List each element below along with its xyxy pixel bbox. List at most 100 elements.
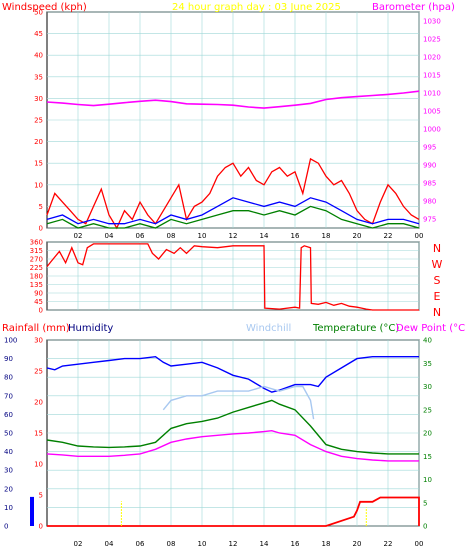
humidity-tick: 10 [4, 504, 13, 512]
temperature-time-tick: 08 [167, 540, 176, 548]
windspeed-tick: 10 [34, 181, 43, 189]
wind-time-tick: 02 [74, 232, 83, 240]
temperature-time-tick: 12 [229, 540, 238, 548]
direction-degree-tick: 360 [30, 239, 43, 247]
windchill-axis-label: Windchill [246, 323, 291, 334]
windspeed-tick: 15 [34, 160, 43, 168]
wind-time-tick: 16 [291, 232, 300, 240]
temperature-tick: 5 [423, 499, 427, 507]
temperature-tick: 0 [423, 523, 427, 531]
barometer-tick: 1000 [423, 126, 441, 134]
rainfall-tick: 20 [34, 399, 43, 407]
temperature-time-tick: 10 [198, 540, 207, 548]
rainfall-axis-label: Rainfall (mm) [2, 323, 70, 334]
humidity-tick: 80 [4, 374, 13, 382]
windspeed-axis-label: Windspeed (kph) [2, 2, 87, 13]
wind-time-tick: 00 [415, 232, 424, 240]
windspeed-tick: 40 [34, 52, 43, 60]
barometer-tick: 1030 [423, 18, 441, 26]
wind-time-tick: 10 [198, 232, 207, 240]
rain-line [47, 496, 420, 527]
compass-letter: E [434, 290, 441, 303]
temperature-time-tick: 16 [291, 540, 300, 548]
gust-line [46, 157, 420, 230]
temperature-time-tick: 22 [384, 540, 393, 548]
wind-series [46, 90, 420, 230]
humidity-tick: 20 [4, 485, 13, 493]
rainfall-tick-labels: 30 25 20 15 10 5 0 [34, 337, 43, 531]
temperature-time-tick: 14 [260, 540, 269, 548]
windspeed-tick: 50 [34, 9, 43, 17]
barometer-tick: 990 [423, 162, 436, 170]
direction-degree-tick: 90 [34, 290, 43, 298]
direction-grid [47, 241, 420, 311]
compass-letter: S [434, 274, 441, 287]
barometer-tick: 1025 [423, 36, 441, 44]
dewpoint-line [46, 429, 419, 462]
humidity-tick: 40 [4, 448, 13, 456]
temperature-time-tick-labels: 02 04 06 08 10 12 14 16 18 20 22 00 [74, 540, 424, 548]
direction-degree-tick: 135 [30, 281, 43, 289]
humidity-tick: 60 [4, 411, 13, 419]
wind-time-tick: 22 [384, 232, 393, 240]
humidity-tick: 100 [4, 337, 17, 345]
temperature-tick: 30 [423, 383, 432, 391]
wind-time-tick: 12 [229, 232, 238, 240]
windspeed-tick: 0 [39, 225, 43, 233]
temperature-panel: Rainfall (mm) Humidity Windchill Tempera… [2, 323, 466, 548]
direction-degree-tick: 0 [39, 307, 43, 315]
wind-time-tick: 18 [322, 232, 331, 240]
direction-degree-tick: 45 [34, 298, 43, 306]
barometer-line [46, 90, 420, 109]
wind-grid [47, 11, 420, 229]
temperature-time-tick: 18 [322, 540, 331, 548]
compass-letter: N [433, 242, 441, 255]
windspeed-tick: 20 [34, 138, 43, 146]
barometer-tick: 1015 [423, 72, 441, 80]
temperature-time-tick: 00 [415, 540, 424, 548]
temperature-tick: 35 [423, 360, 432, 368]
temperature-tick: 15 [423, 453, 432, 461]
wind-time-tick: 20 [353, 232, 362, 240]
humidity-tick: 0 [4, 523, 8, 531]
direction-degree-tick: 180 [30, 273, 43, 281]
temperature-tick: 40 [423, 337, 432, 345]
humidity-line [46, 355, 419, 393]
direction-degree-tick: 270 [30, 256, 43, 264]
humidity-tick: 70 [4, 392, 13, 400]
temperature-series [46, 355, 420, 527]
wind-time-tick: 06 [136, 232, 145, 240]
temperature-tick: 10 [423, 476, 432, 484]
rainfall-tick: 5 [39, 492, 43, 500]
humidity-axis-label: Humidity [68, 323, 113, 334]
barometer-tick: 1020 [423, 54, 441, 62]
barometer-tick-labels: 1030 1025 1020 1015 1010 1005 1000 995 990 985 980… [423, 18, 441, 224]
average-line [46, 197, 420, 225]
wind-time-tick: 08 [167, 232, 176, 240]
barometer-axis-label: Barometer (hpa) [372, 2, 455, 13]
wind-barometer-panel: Windspeed (kph) 24 hour graph day : 03 J… [2, 2, 455, 240]
rainfall-tick: 25 [34, 368, 43, 376]
rainfall-tick: 30 [34, 337, 43, 345]
barometer-tick: 980 [423, 198, 436, 206]
windspeed-tick: 5 [39, 203, 43, 211]
temperature-time-tick: 04 [105, 540, 114, 548]
graph-title: 24 hour graph day : 03 June 2025 [172, 2, 341, 13]
rainfall-tick: 0 [39, 523, 43, 531]
temperature-tick-labels: 40 35 30 25 20 15 10 5 0 [423, 337, 432, 531]
barometer-tick: 1005 [423, 108, 441, 116]
temperature-time-tick: 02 [74, 540, 83, 548]
windspeed-tick: 35 [34, 73, 43, 81]
direction-line [46, 243, 419, 311]
humidity-tick: 90 [4, 355, 13, 363]
barometer-tick: 1010 [423, 90, 441, 98]
windspeed-tick: 25 [34, 117, 43, 125]
humidity-tick: 30 [4, 467, 13, 475]
temperature-tick: 25 [423, 406, 432, 414]
temperature-time-tick: 20 [353, 540, 362, 548]
windchill-line [162, 385, 315, 420]
